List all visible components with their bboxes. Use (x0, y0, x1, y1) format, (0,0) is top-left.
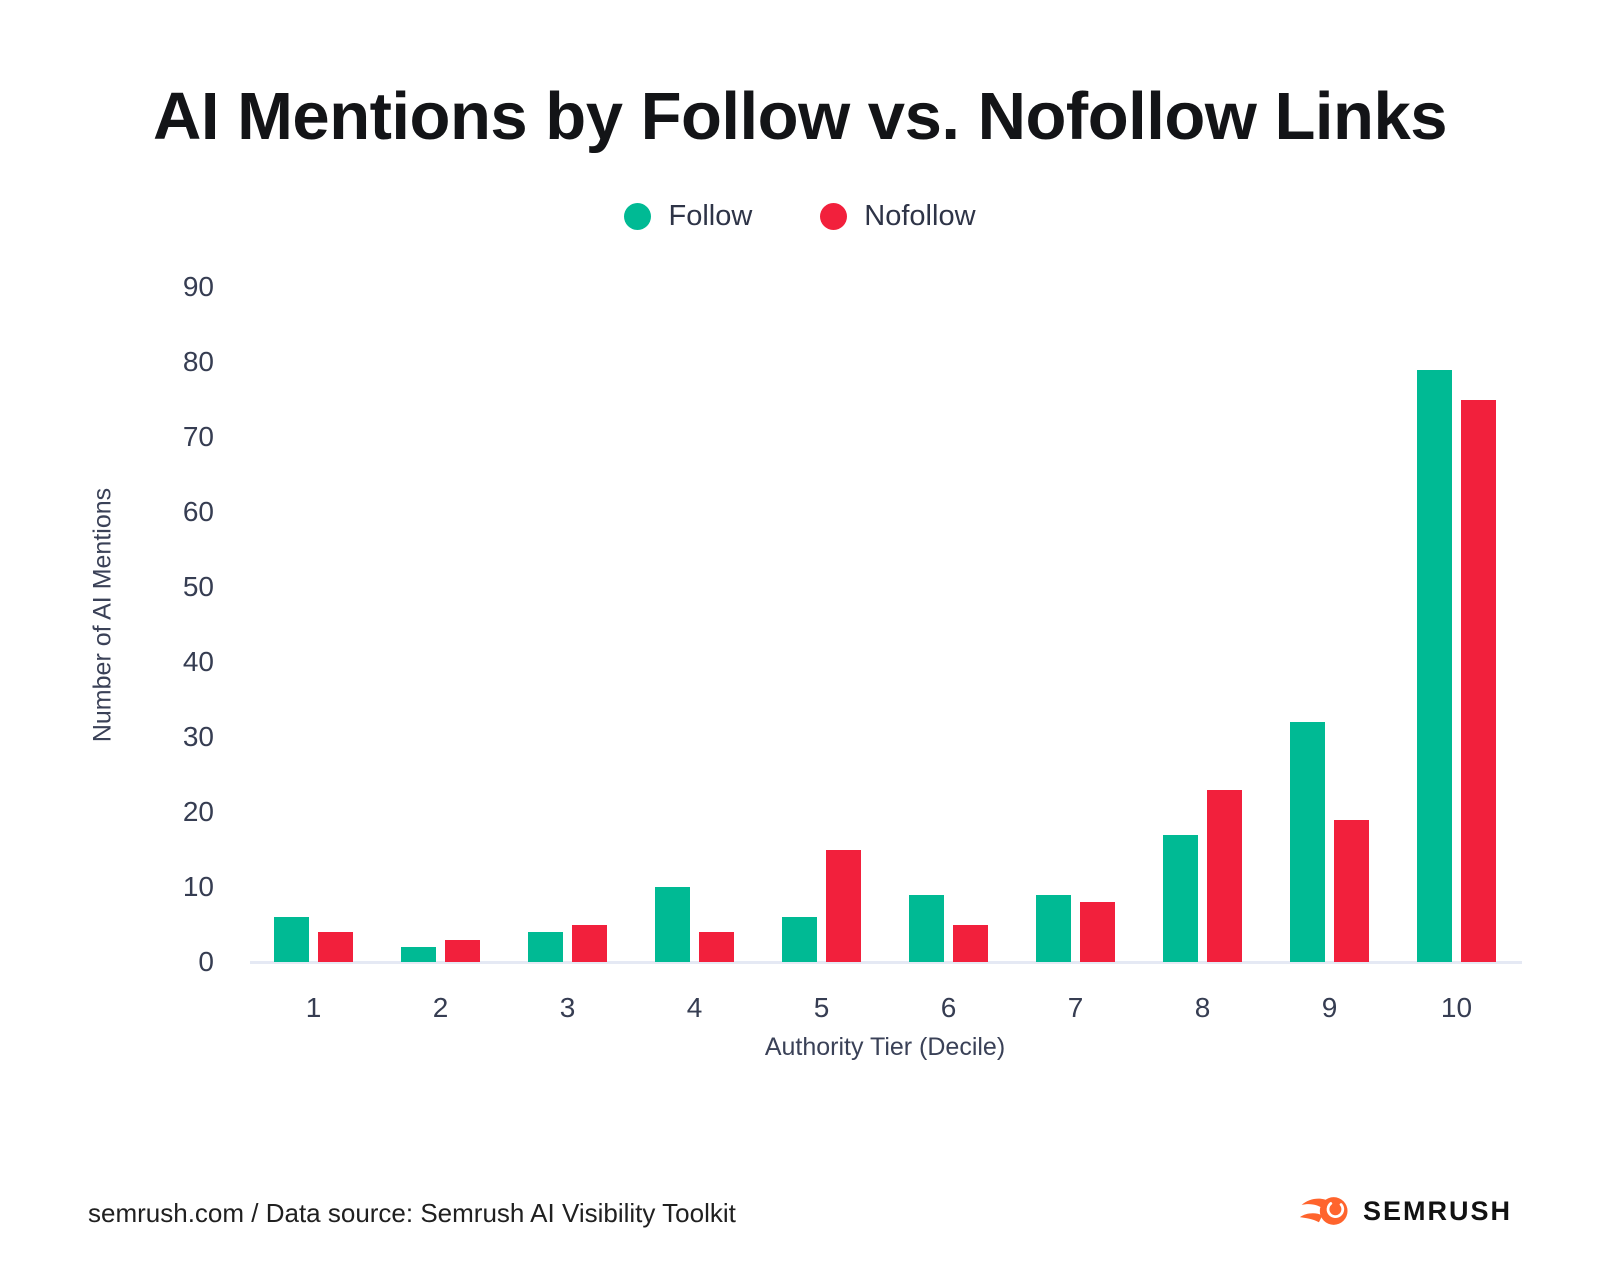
plot-area (250, 287, 1522, 964)
bar-follow-tier-6 (909, 894, 944, 962)
legend-label-follow: Follow (668, 200, 753, 232)
bar-follow-tier-1 (274, 917, 309, 962)
bar-follow-tier-5 (782, 917, 817, 962)
bar-nofollow-tier-8 (1207, 789, 1242, 962)
x-tick-6: 6 (940, 992, 957, 1023)
bar-follow-tier-7 (1036, 894, 1071, 962)
x-tick-10: 10 (1440, 992, 1473, 1023)
bar-follow-tier-9 (1290, 722, 1325, 962)
y-tick-70: 70 (182, 421, 214, 452)
nofollow-swatch-icon (820, 203, 848, 230)
bar-nofollow-tier-9 (1334, 819, 1369, 962)
semrush-flame-icon (1299, 1194, 1351, 1228)
semrush-logo: SEMRUSH (1299, 1194, 1512, 1228)
source-attribution: semrush.com / Data source: Semrush AI Vi… (88, 1198, 736, 1228)
y-tick-60: 60 (182, 496, 214, 527)
bar-nofollow-tier-1 (318, 932, 353, 962)
x-tick-8: 8 (1194, 992, 1211, 1023)
x-tick-2: 2 (432, 992, 449, 1023)
bar-follow-tier-3 (528, 932, 563, 962)
y-tick-40: 40 (182, 646, 214, 677)
bar-nofollow-tier-4 (699, 932, 734, 962)
legend-item-follow: Follow (624, 200, 752, 233)
x-tick-9: 9 (1321, 992, 1338, 1023)
legend: Follow Nofollow (0, 200, 1600, 233)
y-tick-50: 50 (182, 571, 214, 602)
bar-nofollow-tier-6 (953, 924, 988, 962)
legend-label-nofollow: Nofollow (864, 200, 976, 232)
x-axis-title: Authority Tier (Decile) (764, 1033, 1006, 1061)
y-tick-90: 90 (182, 271, 214, 302)
y-tick-20: 20 (182, 796, 214, 827)
y-tick-80: 80 (182, 346, 214, 377)
bar-nofollow-tier-2 (445, 939, 480, 962)
x-tick-4: 4 (686, 992, 703, 1023)
follow-swatch-icon (624, 203, 652, 230)
bar-nofollow-tier-7 (1080, 902, 1115, 962)
bar-nofollow-tier-5 (826, 849, 861, 962)
bar-follow-tier-8 (1163, 834, 1198, 962)
x-axis-baseline (250, 961, 1522, 964)
x-tick-5: 5 (813, 992, 830, 1023)
bar-nofollow-tier-3 (572, 924, 607, 962)
bar-follow-tier-10 (1417, 369, 1452, 962)
chart-title: AI Mentions by Follow vs. Nofollow Links (153, 79, 1448, 154)
y-tick-30: 30 (182, 721, 214, 752)
legend-item-nofollow: Nofollow (820, 200, 976, 233)
y-tick-10: 10 (182, 871, 214, 902)
bar-nofollow-tier-10 (1461, 399, 1496, 962)
x-tick-1: 1 (305, 992, 322, 1023)
y-tick-0: 0 (198, 946, 214, 977)
x-tick-7: 7 (1067, 992, 1084, 1023)
x-tick-3: 3 (559, 992, 576, 1023)
bar-follow-tier-2 (401, 947, 436, 962)
brand-wordmark: SEMRUSH (1362, 1195, 1512, 1226)
bar-follow-tier-4 (655, 887, 690, 962)
